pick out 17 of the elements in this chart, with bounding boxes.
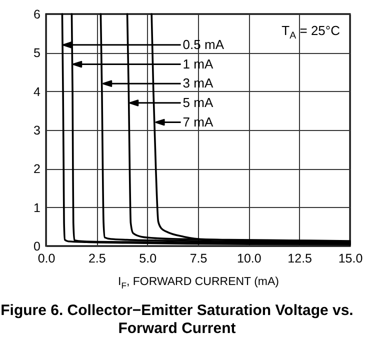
- y-tick-label: 1: [34, 200, 41, 215]
- y-tick-label: 2: [34, 162, 41, 176]
- x-tick-label: 15.0: [338, 252, 363, 266]
- x-tick-label: 5.0: [139, 252, 157, 266]
- y-tick-label: 6: [34, 8, 41, 22]
- x-axis-title: I$_{F}$, FORWARD CURRENT (mA): [118, 276, 280, 290]
- y-tick-label: 4: [34, 84, 41, 99]
- y-tick-label: 5: [34, 46, 41, 60]
- x-tick-label: 7.5: [190, 252, 208, 266]
- annotation: T$_{A}$ = 25°C: [282, 23, 340, 42]
- y-tick-label: 3: [34, 124, 41, 138]
- y-tick-label: 0: [34, 240, 41, 254]
- x-tick-label: 0.0: [38, 252, 56, 266]
- text: Figure 6. Collector−Emitter Saturation Voltage vs. Forward Current: [0, 302, 354, 338]
- x-tick-label: 10.0: [236, 252, 262, 266]
- x-tick-label: 12.5: [288, 252, 312, 266]
- x-tick-label: 2.5: [88, 252, 106, 266]
